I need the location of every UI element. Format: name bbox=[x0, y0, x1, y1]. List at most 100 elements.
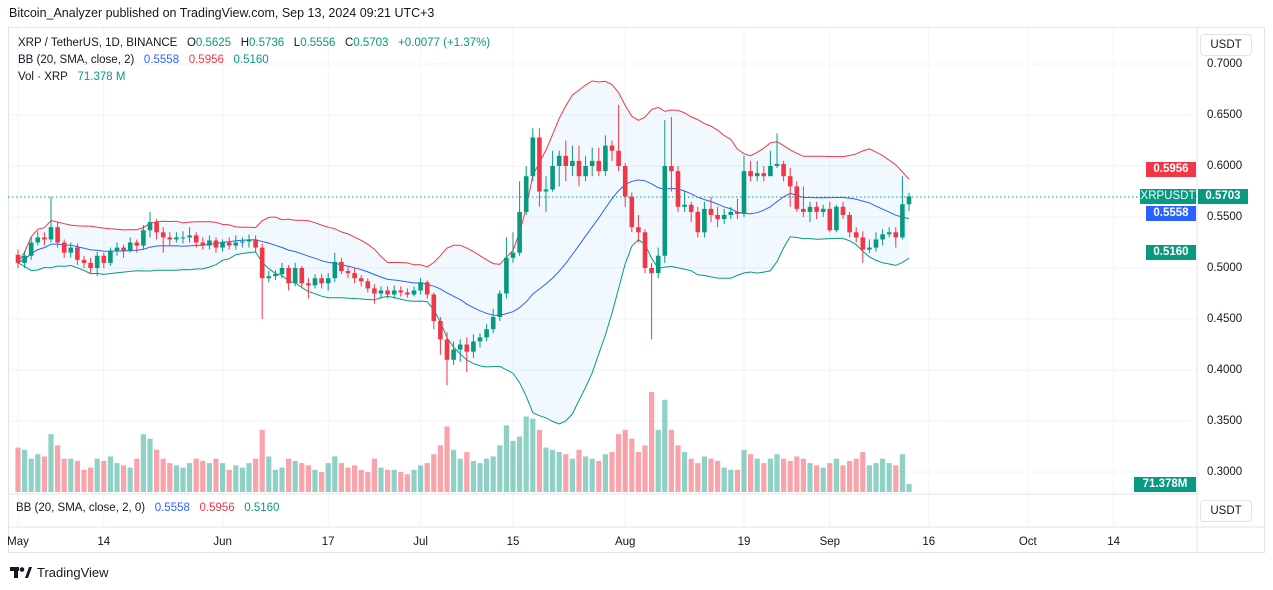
volume-bar bbox=[873, 463, 879, 492]
candle bbox=[616, 104, 621, 172]
volume-bar bbox=[662, 399, 668, 492]
currency-button[interactable]: USDT bbox=[1200, 34, 1252, 56]
candle bbox=[702, 201, 707, 238]
candle bbox=[781, 160, 786, 182]
indicator-pane-legend[interactable]: BB (20, SMA, close, 2, 0) 0.5558 0.5956 … bbox=[16, 502, 279, 514]
volume-bar bbox=[484, 458, 490, 492]
volume-bar bbox=[200, 460, 206, 492]
candle-body bbox=[860, 237, 866, 250]
candle-body bbox=[820, 208, 826, 212]
candle bbox=[537, 128, 542, 207]
volume-bar bbox=[820, 467, 826, 492]
volume-bar bbox=[114, 463, 120, 492]
volume-bar bbox=[239, 467, 245, 492]
volume-bar bbox=[715, 460, 721, 492]
volume-bar bbox=[833, 458, 839, 492]
candle-body bbox=[246, 239, 252, 242]
candle-body bbox=[754, 173, 760, 177]
volume-bar bbox=[602, 454, 608, 492]
volume-bar bbox=[121, 465, 127, 492]
candle-body bbox=[398, 290, 404, 293]
tradingview-logo[interactable]: TradingView bbox=[10, 565, 109, 580]
high-value: 0.5736 bbox=[249, 37, 285, 49]
time-tick-label: 14 bbox=[1107, 536, 1120, 548]
candle bbox=[629, 192, 635, 233]
candle-body bbox=[563, 155, 569, 166]
candle bbox=[160, 227, 166, 253]
legend-vol-row[interactable]: Vol · XRP 71.378 M bbox=[18, 69, 490, 86]
volume-bar bbox=[695, 463, 701, 492]
volume-bar bbox=[774, 454, 780, 492]
volume-bars bbox=[15, 392, 912, 492]
volume-bar bbox=[61, 458, 67, 492]
candle bbox=[55, 222, 60, 248]
candle-body bbox=[114, 247, 120, 251]
candle-body bbox=[589, 160, 595, 166]
candle-body bbox=[840, 206, 846, 215]
chart-frame bbox=[8, 27, 1265, 553]
candle-body bbox=[603, 145, 608, 172]
currency-button-indicator-pane[interactable]: USDT bbox=[1200, 500, 1252, 522]
bb-pane-basis: 0.5558 bbox=[154, 502, 190, 514]
candle bbox=[523, 166, 529, 215]
candle bbox=[880, 229, 885, 246]
candle-body bbox=[134, 242, 140, 246]
low-value: 0.5556 bbox=[300, 37, 336, 49]
candle bbox=[451, 341, 456, 365]
volume-bar bbox=[101, 460, 107, 492]
candle-body bbox=[266, 276, 272, 279]
volume-bar bbox=[160, 458, 166, 492]
volume-bar bbox=[767, 458, 773, 492]
candle-body bbox=[477, 337, 483, 342]
candle-body bbox=[68, 247, 74, 253]
candle bbox=[675, 166, 681, 212]
symbol-title: XRP / TetherUS, 1D, BINANCE bbox=[18, 37, 178, 49]
candle-body bbox=[550, 166, 555, 190]
volume-bar bbox=[609, 452, 615, 492]
volume-bar bbox=[893, 465, 899, 492]
candle-body bbox=[715, 214, 720, 220]
candle-body bbox=[886, 232, 892, 235]
candle bbox=[141, 225, 146, 250]
price-tick-label: 0.3500 bbox=[1207, 415, 1243, 427]
candle bbox=[411, 286, 417, 297]
volume-bar bbox=[127, 467, 133, 492]
candle bbox=[900, 176, 905, 240]
volume-bar bbox=[853, 458, 859, 492]
volume-bar bbox=[734, 469, 740, 492]
volume-bar bbox=[68, 458, 74, 492]
candle bbox=[754, 160, 760, 182]
vol-label: Vol · XRP bbox=[18, 71, 68, 83]
volume-bar bbox=[576, 449, 582, 492]
candle bbox=[708, 196, 714, 223]
candle bbox=[840, 201, 846, 220]
candle bbox=[550, 150, 555, 192]
candle bbox=[233, 235, 239, 250]
candle-body bbox=[306, 283, 311, 286]
candle-body bbox=[378, 290, 384, 294]
candle-body bbox=[28, 242, 34, 256]
candle bbox=[286, 264, 291, 291]
candle bbox=[873, 232, 879, 252]
candle bbox=[292, 262, 298, 287]
candle-body bbox=[101, 255, 107, 263]
volume-bar bbox=[741, 449, 747, 492]
volume-bar bbox=[41, 456, 47, 492]
legend-symbol-row[interactable]: XRP / TetherUS, 1D, BINANCE O0.5625 H0.5… bbox=[18, 35, 490, 52]
time-tick-label: 16 bbox=[922, 536, 936, 548]
volume-bar bbox=[635, 452, 641, 492]
candle-body bbox=[867, 247, 872, 250]
candle bbox=[563, 140, 569, 182]
legend-bb-row[interactable]: BB (20, SMA, close, 2) 0.5558 0.5956 0.5… bbox=[18, 52, 490, 69]
volume-bar bbox=[134, 458, 140, 492]
volume-bar bbox=[81, 469, 87, 492]
candle bbox=[424, 280, 430, 299]
candle-body bbox=[609, 145, 615, 151]
candle-body bbox=[530, 137, 536, 177]
brand-name: TradingView bbox=[37, 565, 109, 580]
bb-pane-lower: 0.5160 bbox=[244, 502, 280, 514]
candle bbox=[246, 234, 252, 248]
candle-body bbox=[226, 242, 232, 246]
candle-body bbox=[490, 316, 496, 330]
